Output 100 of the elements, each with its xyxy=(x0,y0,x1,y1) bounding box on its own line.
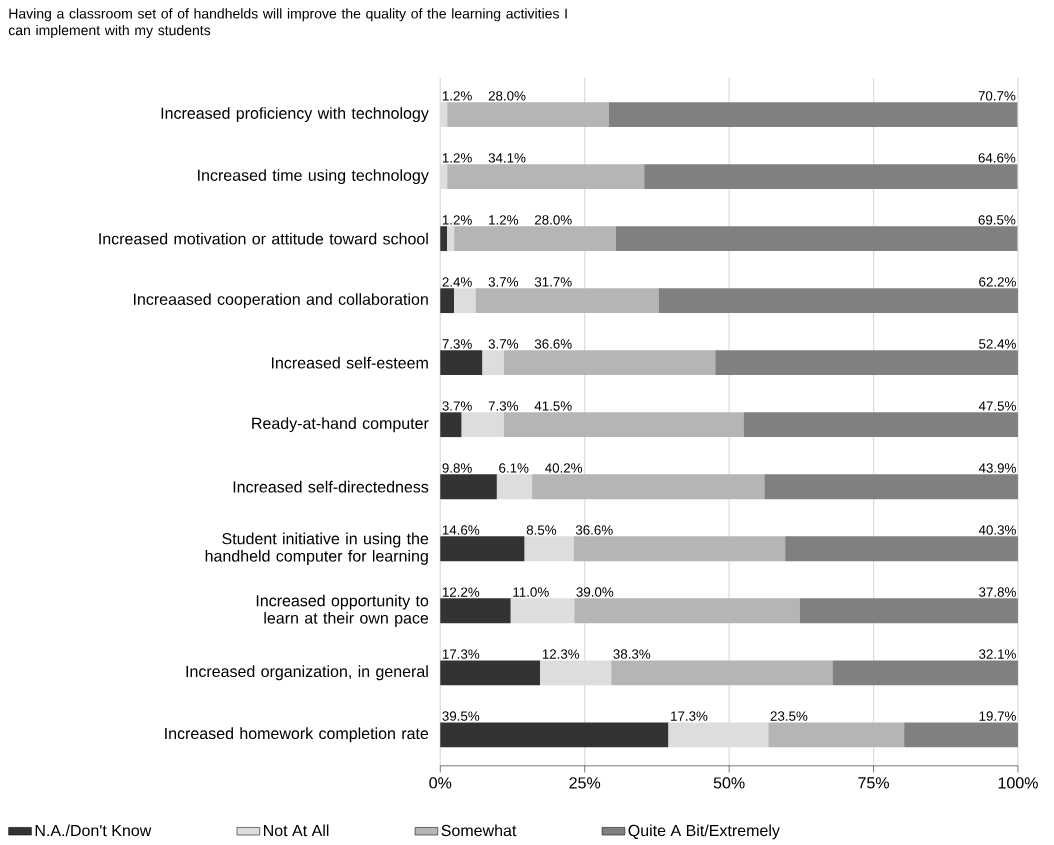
legend-label: Not At All xyxy=(264,824,329,837)
data-label: 3.7% xyxy=(488,339,519,349)
bar xyxy=(715,350,1018,376)
bar xyxy=(574,598,800,624)
data-label: 28.0% xyxy=(488,91,526,101)
bar xyxy=(524,536,574,562)
data-label: 31.7% xyxy=(534,277,572,287)
bar xyxy=(615,226,1018,252)
bar xyxy=(799,598,1018,624)
x-tick-label: 100% xyxy=(998,777,1038,789)
bar xyxy=(904,722,1018,748)
data-label: 64.6% xyxy=(978,153,1016,163)
bar xyxy=(454,288,476,314)
bar xyxy=(832,660,1018,686)
bar xyxy=(440,660,541,686)
data-label: 62.2% xyxy=(979,277,1016,287)
data-label: 38.3% xyxy=(613,649,651,660)
bar xyxy=(768,722,905,748)
y-tick-label: Increased organization, in general xyxy=(186,665,428,681)
bar xyxy=(461,412,504,438)
bar xyxy=(611,660,833,686)
bar xyxy=(475,288,659,314)
legend-label: Somewhat xyxy=(441,824,517,837)
bar xyxy=(532,474,765,500)
data-label: 39.5% xyxy=(442,711,480,722)
data-label: 40.3% xyxy=(978,525,1016,535)
data-label: 36.6% xyxy=(575,525,613,535)
data-label: 41.5% xyxy=(534,401,572,411)
bar xyxy=(668,722,769,748)
y-tick-label: Increased proficiency with technology xyxy=(161,107,429,123)
data-label: 39.0% xyxy=(576,587,614,597)
bar xyxy=(440,722,669,748)
data-label: 43.9% xyxy=(978,463,1016,473)
y-tick-label: Increased opportunity to learn at their own pace xyxy=(256,594,429,628)
bar xyxy=(440,350,483,376)
data-label: 17.3% xyxy=(442,649,480,660)
bar xyxy=(658,288,1018,314)
bar xyxy=(644,164,1018,190)
data-label: 36.6% xyxy=(534,339,572,349)
data-label: 11.0% xyxy=(513,587,549,597)
y-tick-label: Increased self-directedness xyxy=(233,481,429,493)
bar xyxy=(454,226,616,252)
data-label: 37.8% xyxy=(979,587,1016,597)
data-label: 12.2% xyxy=(442,587,480,598)
bar xyxy=(447,226,455,252)
data-label: 7.3% xyxy=(442,339,472,349)
data-label: 40.2% xyxy=(545,463,583,473)
bar xyxy=(440,474,497,500)
bar xyxy=(440,226,448,252)
data-label: 17.3% xyxy=(671,711,708,722)
bar xyxy=(447,164,645,190)
data-label: 8.5% xyxy=(526,525,557,535)
bar xyxy=(440,598,511,624)
data-label: 14.6% xyxy=(442,525,480,535)
x-tick-label: 25% xyxy=(569,777,601,789)
bar xyxy=(510,598,575,624)
data-label: 34.1% xyxy=(488,153,526,163)
data-label: 19.7% xyxy=(979,711,1016,722)
data-label: 23.5% xyxy=(770,711,808,722)
data-label: 7.3% xyxy=(488,401,519,411)
data-label: 3.7% xyxy=(442,401,472,411)
y-tick-label: Increased homework completion rate xyxy=(165,727,429,743)
y-tick-label: Increaased cooperation and collaboration xyxy=(133,293,428,309)
data-label: 12.3% xyxy=(542,649,580,660)
bar xyxy=(440,412,462,438)
data-label: 2.4% xyxy=(442,277,472,287)
data-label: 9.8% xyxy=(442,463,472,473)
data-label: 1.2% xyxy=(442,153,472,163)
y-tick-label: Increased motivation or attitude toward school xyxy=(99,233,428,245)
x-tick-label: 0% xyxy=(429,777,452,789)
x-tick-label: 75% xyxy=(858,777,889,789)
data-label: 1.2% xyxy=(489,215,519,225)
bar xyxy=(764,474,1018,500)
y-tick-label: Student initiative in using the handheld computer for learning xyxy=(205,532,429,566)
bar xyxy=(503,350,716,376)
y-tick-label: Increased time using technology xyxy=(198,169,429,185)
data-label: 1.2% xyxy=(442,91,472,101)
y-tick-label: Ready-at-hand computer xyxy=(252,417,429,433)
x-tick-label: 50% xyxy=(713,777,745,789)
bar xyxy=(496,474,533,500)
bar xyxy=(608,102,1018,128)
data-label: 28.0% xyxy=(534,215,572,225)
bar xyxy=(440,288,455,314)
bar xyxy=(743,412,1018,438)
bar xyxy=(573,536,786,562)
bar xyxy=(447,102,609,128)
bar xyxy=(540,660,612,686)
data-label: 1.2% xyxy=(442,215,472,225)
bar xyxy=(482,350,504,376)
data-label: 69.5% xyxy=(978,215,1016,225)
legend-label: Quite A Bit/Extremely xyxy=(628,824,780,840)
y-tick-label: Increased self-esteem xyxy=(271,357,428,369)
data-label: 70.7% xyxy=(978,91,1016,101)
data-label: 52.4% xyxy=(979,339,1016,349)
bar xyxy=(503,412,744,438)
text: Having a classroom set of of handhelds will improve the quality of the learning activities I can implement with my students xyxy=(8,8,567,39)
data-label: 32.1% xyxy=(979,649,1016,660)
bar xyxy=(440,536,525,562)
legend-label: N.A./Don't Know xyxy=(35,824,152,837)
data-label: 6.1% xyxy=(499,463,529,473)
